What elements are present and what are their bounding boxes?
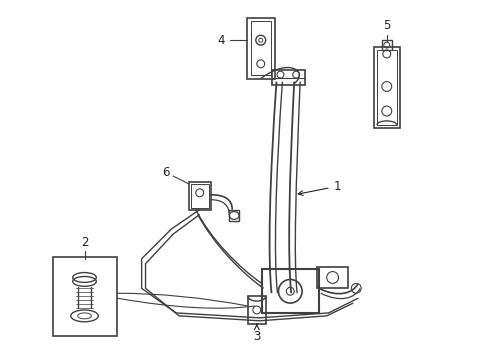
Text: 2: 2 (81, 236, 88, 249)
Bar (316, 267, 347, 288)
Text: 4: 4 (217, 34, 225, 47)
Bar (190, 184, 208, 208)
Bar (261, 269, 318, 313)
Text: 6: 6 (162, 166, 169, 179)
Bar (271, 70, 305, 85)
Bar (381, 40, 391, 50)
Bar (247, 296, 265, 324)
Bar (229, 210, 239, 221)
Bar (250, 22, 270, 75)
Bar (376, 50, 396, 125)
Text: 1: 1 (298, 180, 341, 195)
Bar (53, 257, 117, 336)
Bar (373, 47, 399, 128)
Text: 3: 3 (253, 324, 260, 342)
Bar (246, 18, 274, 78)
Bar (188, 182, 210, 210)
Text: 5: 5 (382, 19, 389, 32)
